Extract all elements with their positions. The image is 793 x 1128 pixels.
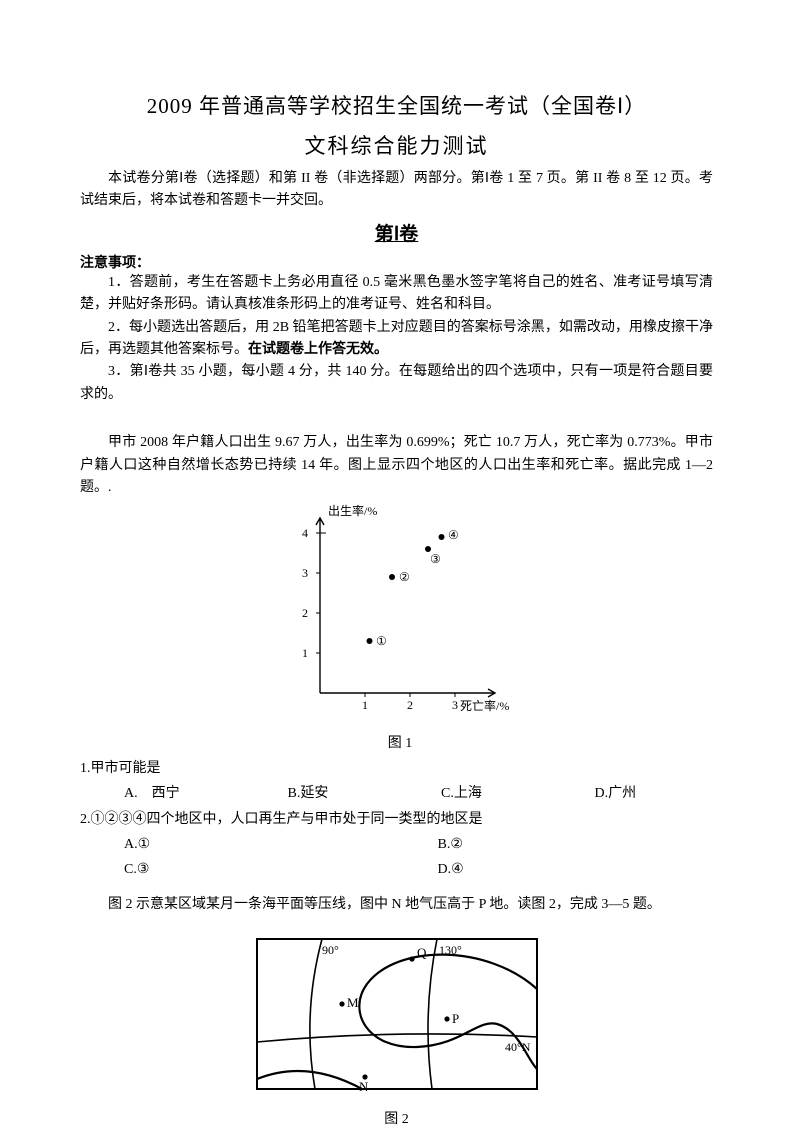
intro-paragraph: 本试卷分第Ⅰ卷（选择题）和第 II 卷（非选择题）两部分。第Ⅰ卷 1 至 7 页… <box>80 168 713 213</box>
ytick-1: 1 <box>302 646 308 660</box>
map-diagram: 90° 130° 40°N Q M P N <box>247 929 547 1099</box>
q1-option-b: B.延安 <box>288 781 438 806</box>
notice-item-1: 1．答题前，考生在答题卡上务必用直径 0.5 毫米黑色墨水签字笔将自己的姓名、准… <box>80 272 713 317</box>
question-1-options: A. 西宁 B.延安 C.上海 D.广州 <box>80 781 713 806</box>
page-title-sub: 文科综合能力测试 <box>80 130 713 160</box>
map-point-p: P <box>452 1011 459 1026</box>
figure-1: 1 2 3 4 1 2 3 出生率/% 死亡率/% ① ② ③ ④ 图 1 <box>280 503 520 752</box>
x-axis-label: 死亡率/% <box>460 698 509 713</box>
notice-heading: 注意事项： <box>80 252 713 272</box>
question-1-stem: 1.甲市可能是 <box>80 756 713 781</box>
q2-option-a: A.① <box>124 832 434 857</box>
notice-item-2-bold: 在试题卷上作答无效。 <box>248 342 388 357</box>
page-title-main: 2009 年普通高等学校招生全国统一考试（全国卷Ⅰ） <box>80 90 713 120</box>
point-1 <box>367 638 373 644</box>
point-4 <box>439 534 445 540</box>
question-2-options-row1: A.① B.② <box>80 832 713 857</box>
notice-item-2: 2．每小题选出答题后，用 2B 铅笔把答题卡上对应题目的答案标号涂黑，如需改动，… <box>80 317 713 362</box>
point-1-label: ① <box>376 634 387 648</box>
map-point-q: Q <box>417 945 427 960</box>
exam-page: 2009 年普通高等学校招生全国统一考试（全国卷Ⅰ） 文科综合能力测试 本试卷分… <box>0 0 793 1122</box>
q2-option-b: B.② <box>438 832 463 857</box>
lon-label-90: 90° <box>322 943 339 957</box>
point-3-label: ③ <box>430 552 441 566</box>
ytick-3: 3 <box>302 566 308 580</box>
ytick-4: 4 <box>302 526 308 540</box>
q1-option-a: A. 西宁 <box>124 781 284 806</box>
map-point-n: N <box>359 1079 369 1094</box>
q2-option-d: D.④ <box>438 857 464 882</box>
xtick-2: 2 <box>407 698 413 712</box>
xtick-3: 3 <box>452 698 458 712</box>
q2-option-c: C.③ <box>124 857 434 882</box>
ytick-2: 2 <box>302 606 308 620</box>
question-2-options-row2: C.③ D.④ <box>80 857 713 882</box>
notice-item-2-text: 2．每小题选出答题后，用 2B 铅笔把答题卡上对应题目的答案标号涂黑，如需改动，… <box>80 320 713 357</box>
q1-option-c: C.上海 <box>441 781 591 806</box>
passage-1: 甲市 2008 年户籍人口出生 9.67 万人，出生率为 0.699%；死亡 1… <box>80 432 713 499</box>
passage-2: 图 2 示意某区域某月一条海平面等压线，图中 N 地气压高于 P 地。读图 2，… <box>80 894 713 916</box>
section-1-title: 第Ⅰ卷 <box>80 219 713 246</box>
y-axis-label: 出生率/% <box>328 503 377 518</box>
xtick-1: 1 <box>362 698 368 712</box>
q1-option-d: D.广州 <box>595 781 637 806</box>
figure-1-caption: 图 1 <box>280 732 520 752</box>
point-2-label: ② <box>399 570 410 584</box>
map-point-m: M <box>347 995 359 1010</box>
point-4-label: ④ <box>448 528 459 542</box>
figure-2-caption: 图 2 <box>247 1108 547 1128</box>
figure-2: 90° 130° 40°N Q M P N 图 2 <box>247 929 547 1128</box>
point-2 <box>389 574 395 580</box>
scatter-chart: 1 2 3 4 1 2 3 出生率/% 死亡率/% ① ② ③ ④ <box>280 503 520 723</box>
question-2-stem: 2.①②③④四个地区中，人口再生产与甲市处于同一类型的地区是 <box>80 807 713 832</box>
notice-item-3: 3．第Ⅰ卷共 35 小题，每小题 4 分，共 140 分。在每题给出的四个选项中… <box>80 361 713 406</box>
